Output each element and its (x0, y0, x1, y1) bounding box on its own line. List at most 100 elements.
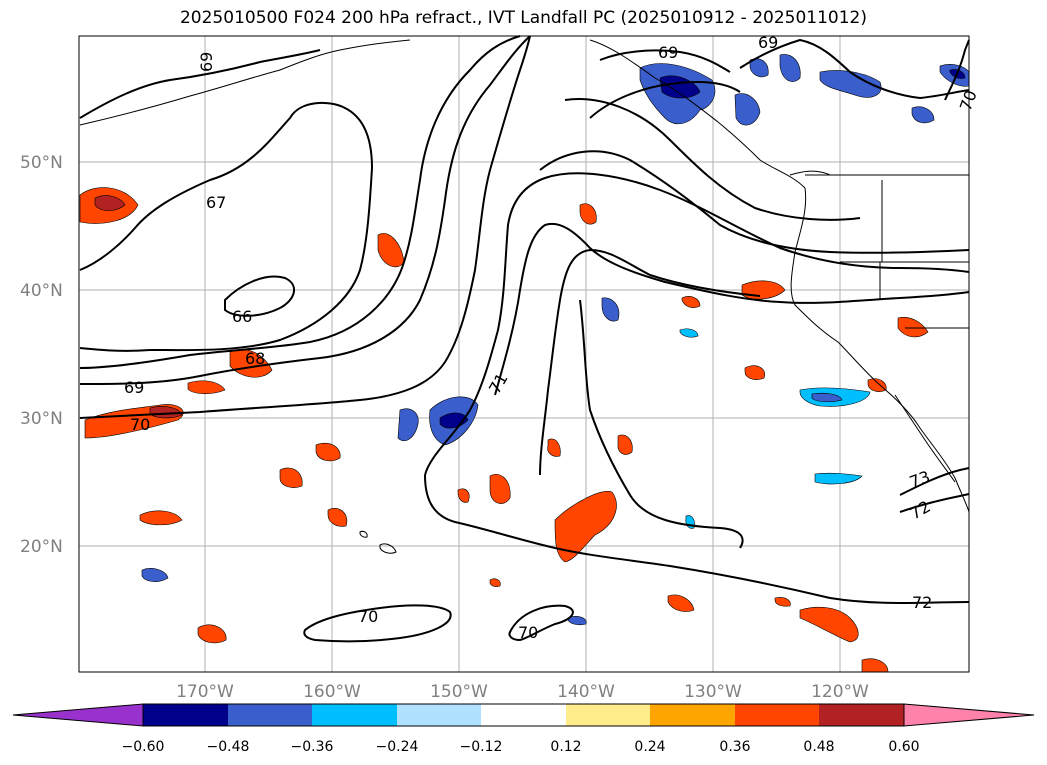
lon-label-140w: 140°W (557, 682, 615, 702)
anomaly-blob (679, 328, 699, 338)
colorbar-tick: −0.60 (122, 739, 165, 755)
map-frame (78, 35, 970, 673)
colorbar-bin (566, 704, 650, 726)
anomaly-blob (94, 195, 126, 211)
anomaly-blob (811, 392, 843, 403)
colorbar-bin (312, 704, 397, 726)
anomaly-blob (814, 472, 863, 485)
contour-71 (424, 172, 970, 476)
anomaly-blob (187, 380, 226, 394)
contour-71c (539, 248, 761, 476)
anomaly-blob (681, 296, 701, 308)
alaska-coast (79, 39, 411, 126)
contour-69d (564, 98, 861, 221)
colorbar-ticks: −0.60 −0.48 −0.36 −0.24 −0.12 0.12 0.24 … (122, 739, 920, 755)
positive-anomaly-areas (79, 187, 929, 673)
contour-label: 67 (206, 193, 226, 212)
colorbar-bin (650, 704, 735, 726)
contour-69e (739, 38, 970, 100)
colorbar-tick: −0.12 (460, 739, 503, 755)
lat-label-20n: 20°N (20, 537, 63, 557)
colorbar-bin (735, 704, 819, 726)
lon-label-130w: 130°W (684, 682, 742, 702)
contour-label: 70 (130, 415, 150, 434)
contour-73 (899, 467, 970, 496)
colorbar-tick: 0.36 (719, 739, 750, 755)
anomaly-blob (197, 624, 227, 644)
contour-label: 69 (197, 52, 216, 72)
gridlines (79, 36, 969, 672)
contour-69b (599, 49, 731, 73)
colorbar: −0.60 −0.48 −0.36 −0.24 −0.12 0.12 0.24 … (12, 703, 1035, 755)
contour-70b (539, 150, 970, 254)
lon-label-120w: 120°W (811, 682, 869, 702)
colorbar-extend-left (12, 703, 144, 727)
colorbar-tick: 0.12 (550, 739, 581, 755)
contour-71b (494, 222, 970, 396)
contour-72b (579, 299, 744, 549)
colorbar-bin (481, 704, 566, 726)
anomaly-blob (397, 408, 419, 442)
colorbar-extend-right (903, 703, 1035, 727)
hawaii-2 (359, 530, 368, 538)
lat-label-50n: 50°N (20, 153, 63, 173)
anomaly-blob (141, 568, 169, 582)
anomaly-blob (911, 106, 935, 124)
longitude-labels: 170°W 160°W 150°W 140°W 130°W 120°W (176, 682, 869, 702)
anomaly-blob (667, 594, 695, 612)
anomaly-blob (315, 442, 341, 462)
vancouver-island (789, 170, 831, 176)
contour-68 (79, 49, 321, 119)
contour-68b (79, 35, 521, 369)
contour-label: 69 (124, 378, 144, 397)
contour-label: 70 (518, 623, 538, 642)
lon-label-160w: 160°W (303, 682, 361, 702)
anomaly-blob (567, 616, 587, 626)
anomaly-blob (897, 317, 929, 338)
contour-label: 70 (358, 607, 378, 626)
colorbar-tick: −0.24 (376, 739, 419, 755)
colorbar-bin (397, 704, 481, 726)
anomaly-blob (819, 70, 882, 98)
chart-title: 2025010500 F024 200 hPa refract., IVT La… (179, 8, 867, 28)
lat-label-30n: 30°N (20, 409, 63, 429)
anomaly-blob (554, 491, 617, 563)
contour-69 (79, 35, 531, 385)
map-background (79, 36, 969, 672)
anomaly-blob (601, 297, 620, 322)
colorbar-bin (228, 704, 312, 726)
contour-70 (79, 35, 531, 419)
lon-label-170w: 170°W (176, 682, 234, 702)
contour-70c (303, 604, 452, 643)
anomaly-blob (744, 365, 766, 380)
anomaly-blob (457, 488, 470, 503)
colorbar-tick: 0.48 (803, 739, 834, 755)
west-coast (589, 39, 970, 513)
anomaly-blob (579, 203, 597, 225)
latitude-labels: 50°N 40°N 30°N 20°N (20, 153, 63, 557)
contour-72c (899, 493, 970, 513)
lon-label-150w: 150°W (430, 682, 488, 702)
anomaly-blob (774, 597, 791, 607)
anomaly-blob (279, 467, 303, 488)
contour-label: 69 (658, 43, 678, 62)
anomaly-blob (489, 578, 501, 587)
anomaly-blob (617, 434, 633, 455)
contour-lines (79, 35, 970, 643)
contour-label: 68 (245, 349, 265, 368)
contour-67 (79, 101, 374, 352)
contour-label: 69 (758, 33, 778, 52)
hawaii-1 (379, 543, 397, 554)
anomaly-blob (547, 438, 561, 457)
lat-label-40n: 40°N (20, 281, 63, 301)
anomaly-blob (734, 93, 761, 126)
contour-66 (224, 275, 295, 317)
colorbar-tick: −0.36 (291, 739, 334, 755)
contour-70e (944, 39, 970, 101)
colorbar-tick: −0.48 (207, 739, 250, 755)
contour-72 (424, 474, 970, 604)
contour-label: 66 (232, 307, 252, 326)
anomaly-blob (489, 474, 511, 504)
anomaly-blob (779, 54, 801, 82)
